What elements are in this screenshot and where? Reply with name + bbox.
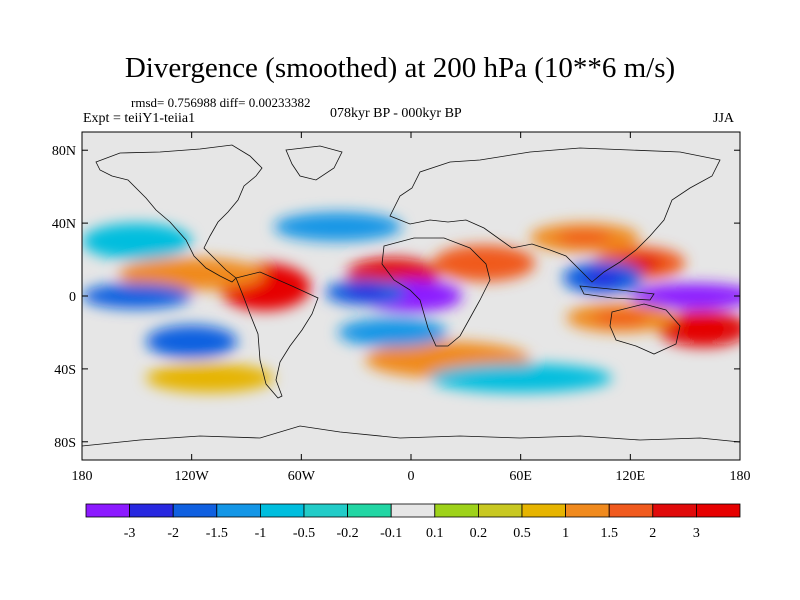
field-core-2 bbox=[369, 265, 416, 283]
coastline-indonesia bbox=[579, 285, 655, 301]
colorbar-swatch-2 bbox=[172, 503, 218, 518]
x-tick-label-4: 60E bbox=[509, 469, 532, 484]
x-tick-label-3: 0 bbox=[408, 469, 415, 484]
x-tick-label-6: 180 bbox=[730, 469, 751, 484]
colorbar-swatch-13 bbox=[652, 503, 697, 518]
coastline-africa bbox=[381, 237, 491, 347]
coastline-south-america bbox=[235, 271, 319, 399]
colorbar-swatch-8 bbox=[434, 503, 479, 518]
coastline-australia bbox=[609, 303, 681, 355]
colorbar-label-3: -1 bbox=[255, 526, 267, 541]
colorbar-label-1: -2 bbox=[167, 526, 179, 541]
field-core-19 bbox=[109, 232, 165, 251]
coastline-north-america bbox=[95, 144, 263, 283]
stats-label: rmsd= 0.756988 diff= 0.00233382 bbox=[131, 95, 311, 110]
colorbar-swatch-4 bbox=[259, 503, 305, 518]
coastline-antarctica bbox=[82, 425, 740, 447]
field-core-11 bbox=[345, 285, 386, 299]
field-core-12 bbox=[662, 289, 727, 303]
experiment-label: Expt = teiiY1-teiia1 bbox=[83, 111, 196, 126]
season-label: JJA bbox=[713, 111, 735, 126]
colorbar-swatch-9 bbox=[477, 503, 523, 518]
field-core-17 bbox=[365, 325, 421, 340]
divergence-field bbox=[82, 212, 740, 393]
y-tick-label-0: 80N bbox=[52, 144, 76, 159]
field-core-15 bbox=[168, 333, 215, 350]
period-label: 078kyr BP - 000kyr BP bbox=[330, 106, 462, 121]
colorbar-label-11: 1.5 bbox=[600, 526, 618, 541]
x-tick-label-5: 120E bbox=[616, 469, 646, 484]
map-plot-area bbox=[81, 131, 741, 461]
x-tick-label-2: 60W bbox=[288, 469, 316, 484]
colorbar-label-12: 2 bbox=[649, 526, 656, 541]
colorbar-label-4: -0.5 bbox=[293, 526, 315, 541]
coastlines bbox=[82, 144, 740, 447]
colorbar-label-5: -0.2 bbox=[337, 526, 359, 541]
colorbar-swatch-12 bbox=[608, 503, 654, 518]
x-tick-label-0: 180 bbox=[72, 469, 93, 484]
coastline-eurasia bbox=[389, 147, 721, 283]
coastline-greenland bbox=[285, 145, 343, 181]
colorbar-label-7: 0.1 bbox=[426, 526, 444, 541]
colorbar-label-0: -3 bbox=[124, 526, 136, 541]
colorbar-swatch-10 bbox=[521, 503, 566, 518]
colorbar: -3 -2 -1.5 -1 -0.5 -0.2 -0.1 0.1 0.2 0.5 1 1.5 2 3 bbox=[85, 503, 741, 541]
colorbar-label-2: -1.5 bbox=[206, 526, 228, 541]
field-core-14 bbox=[109, 289, 165, 303]
colorbar-label-6: -0.1 bbox=[380, 526, 402, 541]
field-core-16 bbox=[305, 219, 370, 235]
x-tick-label-1: 120W bbox=[175, 469, 210, 484]
y-tick-label-1: 40N bbox=[52, 217, 76, 232]
field-core-18 bbox=[474, 370, 567, 386]
field-core-7 bbox=[593, 310, 649, 326]
colorbar-swatch-3 bbox=[216, 503, 261, 518]
y-axis: 80N 40N 0 40S 80S bbox=[52, 144, 740, 451]
y-tick-label-4: 80S bbox=[54, 436, 76, 451]
colorbar-label-9: 0.5 bbox=[513, 526, 531, 541]
y-tick-label-2: 0 bbox=[69, 290, 76, 305]
field-core-13 bbox=[582, 269, 624, 286]
field-core-8 bbox=[406, 350, 489, 369]
colorbar-label-10: 1 bbox=[562, 526, 569, 541]
field-core-3 bbox=[458, 254, 510, 273]
chart-title: Divergence (smoothed) at 200 hPa (10**6 … bbox=[124, 52, 676, 84]
colorbar-swatch-0 bbox=[85, 503, 130, 518]
colorbar-swatch-1 bbox=[129, 503, 174, 518]
colorbar-swatch-7 bbox=[390, 503, 436, 518]
colorbar-swatch-11 bbox=[565, 503, 610, 518]
field-core-4 bbox=[557, 230, 613, 245]
field-core-6 bbox=[680, 319, 727, 338]
y-tick-label-3: 40S bbox=[54, 363, 76, 378]
x-axis: 180 120W 60W 0 60E 120E 180 bbox=[72, 132, 751, 484]
colorbar-swatch-5 bbox=[303, 503, 348, 518]
colorbar-label-13: 3 bbox=[693, 526, 700, 541]
field-core-9 bbox=[177, 370, 242, 386]
colorbar-swatch-14 bbox=[696, 503, 741, 518]
colorbar-swatch-6 bbox=[347, 503, 392, 518]
colorbar-label-8: 0.2 bbox=[470, 526, 488, 541]
